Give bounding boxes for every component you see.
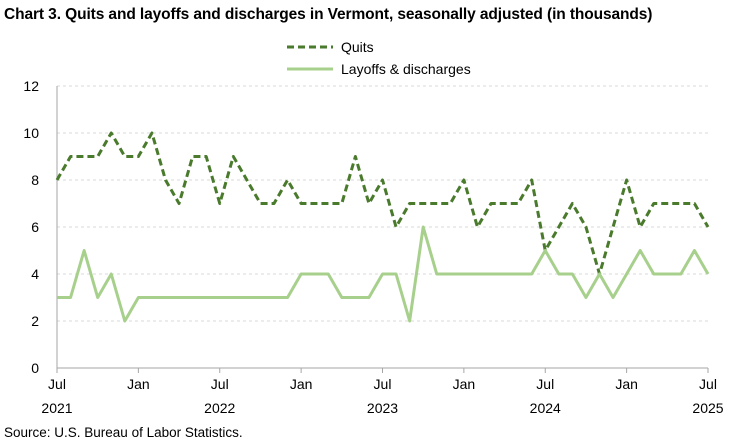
x-tick-label-month: Jul: [699, 376, 717, 392]
source-note: Source: U.S. Bureau of Labor Statistics.: [4, 425, 243, 440]
legend: Quits Layoffs & discharges: [287, 36, 471, 80]
series-line-layoffs: [57, 225, 710, 323]
x-tick-label-month: Jan: [127, 376, 150, 392]
x-tick-label-month: Jul: [374, 376, 392, 392]
x-tick-label-month: Jul: [211, 376, 229, 392]
series: [55, 131, 710, 323]
x-tick-label-year: 2025: [692, 400, 723, 416]
legend-label-quits: Quits: [341, 39, 374, 55]
legend-label-layoffs: Layoffs & discharges: [341, 61, 471, 77]
legend-swatch-quits: [287, 45, 333, 49]
legend-swatch-layoffs: [287, 67, 333, 71]
y-tick-label-2: 2: [31, 313, 39, 329]
chart-title: Chart 3. Quits and layoffs and discharge…: [4, 6, 653, 23]
x-tick-label-month: Jan: [290, 376, 313, 392]
x-tick-label-month: Jan: [615, 376, 638, 392]
axes: [56, 86, 709, 373]
x-tick-label-year: 2023: [367, 400, 398, 416]
y-tick-label-10: 10: [23, 125, 39, 141]
legend-item-quits: Quits: [287, 36, 471, 58]
y-tick-label-0: 0: [31, 360, 39, 376]
y-tick-label-6: 6: [31, 219, 39, 235]
series-line-quits: [55, 131, 710, 276]
x-tick-label-year: 2022: [204, 400, 235, 416]
x-tick-label-year: 2021: [41, 400, 72, 416]
y-tick-label-12: 12: [23, 78, 39, 94]
y-tick-label-4: 4: [31, 266, 39, 282]
x-tick-label-year: 2024: [530, 400, 561, 416]
x-tick-label-month: Jan: [453, 376, 476, 392]
y-tick-label-8: 8: [31, 172, 39, 188]
tick-labels: 0 2 4 6 8 10 12 Jul 2021 Jan Jul 2022 Jan Jul 2023 Jan J…: [23, 78, 723, 416]
x-tick-label-month: Jul: [48, 376, 66, 392]
legend-item-layoffs: Layoffs & discharges: [287, 58, 471, 80]
x-tick-label-month: Jul: [536, 376, 554, 392]
grid: [57, 85, 708, 322]
